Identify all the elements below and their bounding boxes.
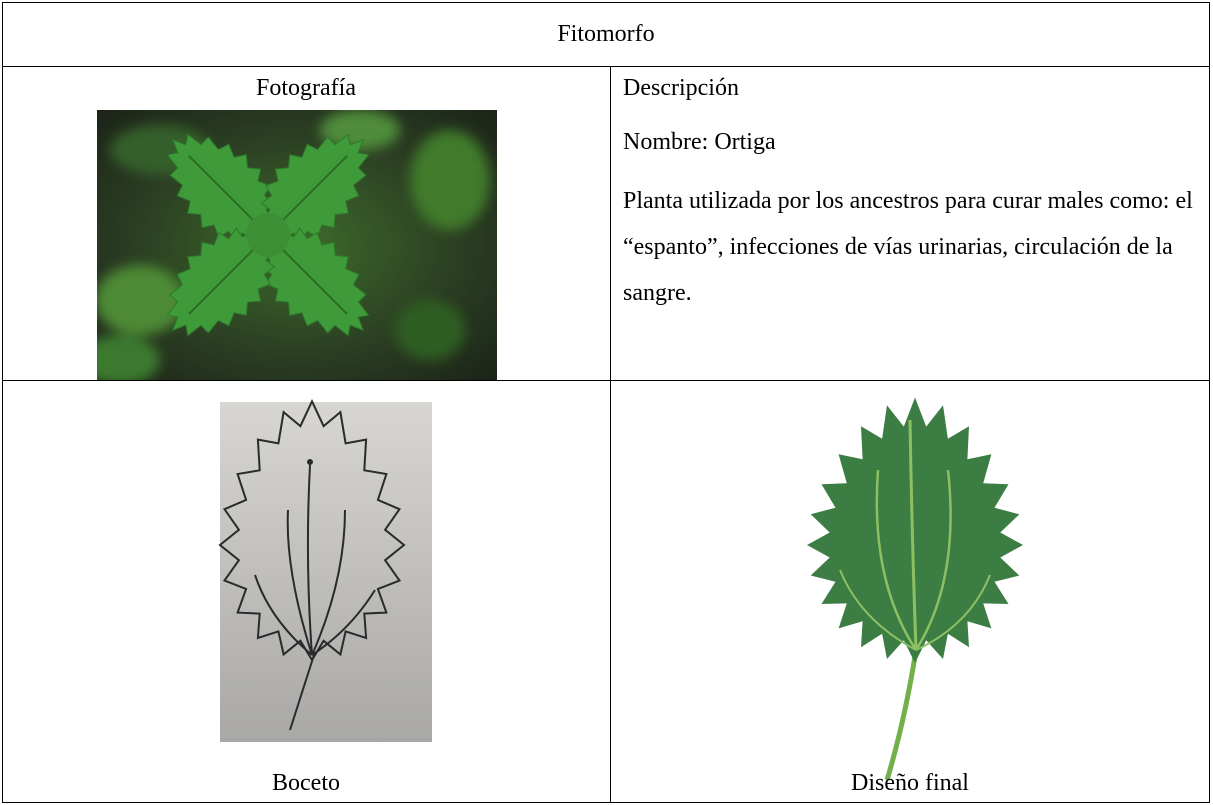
leaf-vein (272, 155, 348, 231)
border (2, 2, 1210, 3)
photo-center (246, 213, 290, 257)
photo (97, 110, 497, 380)
plant-name: Nombre: Ortiga (623, 129, 776, 155)
description-text: Planta utilizada por los ancestros para … (623, 188, 1193, 306)
sketch-caption: Boceto (272, 770, 340, 796)
photo-label: Fotografía (256, 75, 356, 101)
sketch-paper (220, 402, 432, 742)
border (610, 66, 611, 803)
leaf-blade (807, 397, 1023, 663)
leaf-vein (839, 569, 917, 651)
description-heading: Descripción (623, 75, 739, 101)
border (2, 2, 3, 803)
leaf-vein (908, 419, 918, 651)
sketch-drawing (218, 398, 406, 731)
leaf-vein (875, 469, 918, 651)
border (2, 802, 1210, 803)
leaf-vein (188, 239, 264, 315)
leaf-vein (272, 239, 348, 315)
table-title: Fitomorfo (557, 21, 655, 47)
final-leaf (807, 397, 1023, 781)
leaf-vein (915, 574, 991, 651)
border (1209, 2, 1210, 803)
leaf-vein (188, 155, 264, 231)
border (2, 66, 1210, 67)
final-caption: Diseño final (851, 770, 969, 796)
border (2, 380, 1210, 381)
leaf-vein (914, 469, 952, 651)
